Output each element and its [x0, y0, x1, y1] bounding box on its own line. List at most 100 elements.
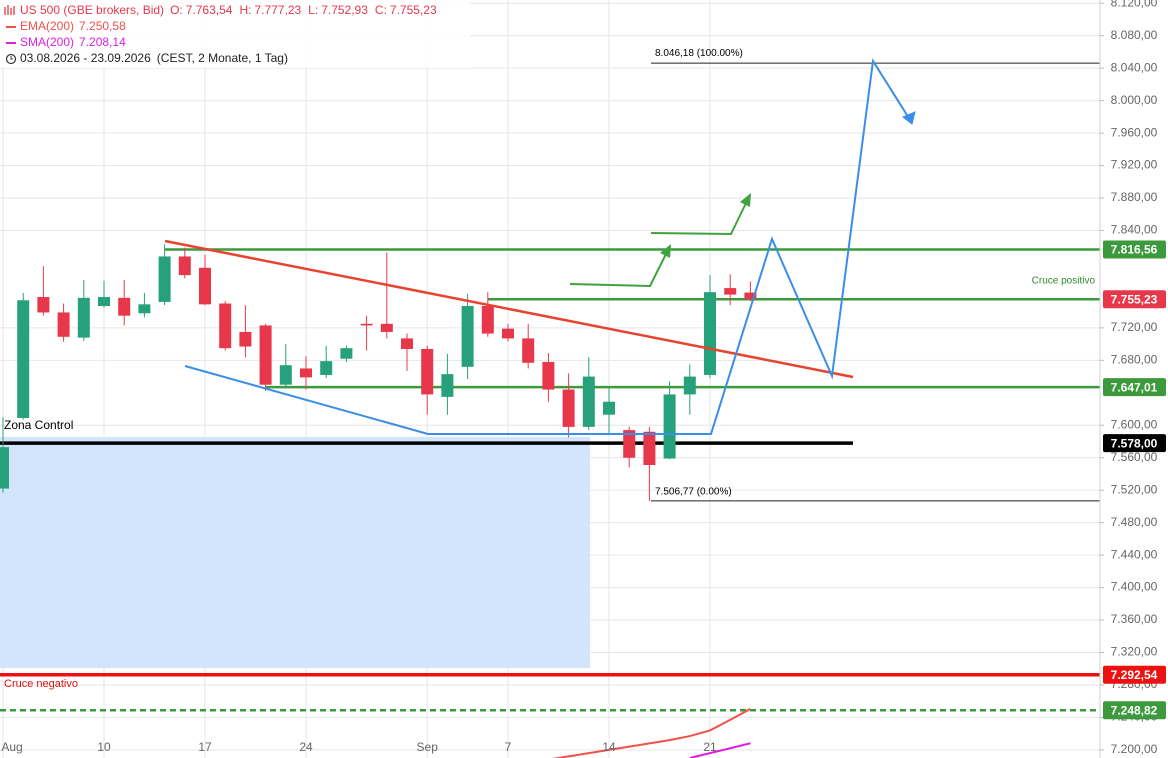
y-tick-label: 7.400,00 — [1111, 580, 1158, 594]
candle-body — [320, 361, 333, 375]
x-tick-label: Sep — [417, 740, 439, 754]
y-axis: 8.120,00 8.080,00 8.040,00 8.000,00 7.960,00… — [1100, 0, 1158, 756]
price-tag — [1103, 434, 1166, 453]
x-tick-label: 24 — [299, 740, 313, 754]
candle-body — [77, 297, 90, 338]
candle-body — [118, 297, 131, 316]
x-tick-label: Aug — [1, 740, 22, 754]
y-tick-label: 7.320,00 — [1111, 645, 1158, 659]
x-tick-label: 21 — [703, 740, 717, 754]
y-tick-label: 7.960,00 — [1111, 125, 1158, 139]
symbol-icon — [4, 5, 15, 15]
candle-body — [239, 331, 252, 347]
candle-body — [542, 361, 555, 390]
support-trendline — [184, 365, 429, 435]
y-tick-label: 8.120,00 — [1111, 0, 1158, 9]
y-tick-label: 7.840,00 — [1111, 223, 1158, 237]
legend-name: SMA(200) — [20, 35, 74, 49]
y-tick-label: 7.560,00 — [1111, 450, 1158, 464]
candle-body — [643, 431, 656, 466]
candle-body — [461, 305, 474, 367]
legend-value: 7.208,14 — [79, 35, 126, 49]
candle-body — [683, 376, 696, 395]
header: US 500 (GBE brokers, Bid) O: 7.763,54 H: 7.… — [0, 0, 470, 68]
candle-body — [380, 323, 393, 332]
price-tag — [1103, 290, 1166, 309]
symbol: US 500 (GBE brokers, Bid) — [20, 3, 164, 17]
ohlc-key: H: — [239, 3, 251, 17]
x-tick-label: 14 — [602, 740, 616, 754]
price-tag — [1103, 665, 1166, 684]
price-tag-label: 7.578,00 — [1111, 436, 1158, 450]
candle-body — [259, 325, 272, 385]
indicator-line — [552, 707, 751, 758]
price-tag-label: 7.755,23 — [1111, 292, 1158, 306]
candle-body — [582, 376, 595, 427]
price-tag — [1103, 701, 1166, 720]
x-axis: Aug 10 17 24 Sep 7 14 21 — [1, 740, 717, 754]
y-tick-label: 7.920,00 — [1111, 158, 1158, 172]
candle-body — [0, 447, 9, 489]
positive-cross-label: Cruce positivo — [1032, 276, 1096, 287]
candle-body — [724, 288, 737, 295]
y-tick-label: 7.880,00 — [1111, 190, 1158, 204]
indicators — [552, 707, 751, 758]
candle-body — [37, 297, 50, 313]
price-tag-label: 7.647,01 — [1111, 380, 1158, 394]
y-tick-label: 7.480,00 — [1111, 515, 1158, 529]
zone-label: Zona Control — [4, 418, 73, 432]
y-tick-label: 8.080,00 — [1111, 28, 1158, 42]
candle-body — [522, 338, 535, 363]
y-tick-label: 7.520,00 — [1111, 482, 1158, 496]
price-tags: 7.816,56 7.755,23 7.647,01 7.578,00 7.292,54… — [1103, 240, 1166, 720]
candle-body — [17, 300, 30, 418]
candle-body — [279, 365, 292, 385]
candle-body — [562, 389, 575, 427]
candle-body — [98, 297, 110, 306]
candle-body — [421, 348, 434, 395]
candle-body — [219, 303, 232, 349]
candles — [0, 244, 757, 501]
candle-body — [158, 256, 171, 302]
ohlc-key: O: — [170, 3, 183, 17]
green-arrow — [650, 200, 748, 236]
levels: 8.046,18 (100.00%) 7.506,77 (0.00%) — [0, 48, 1100, 712]
indicator-line — [689, 742, 751, 758]
legend-name: EMA(200) — [20, 19, 74, 33]
green-arrowhead — [740, 193, 751, 207]
zone-area — [0, 437, 590, 668]
negative-cross-label: Cruce negativo — [4, 678, 78, 690]
green-arrowhead — [660, 244, 671, 258]
range-note: (CEST, 2 Monate, 1 Tag) — [157, 51, 288, 65]
projection-path — [428, 58, 913, 435]
legend: EMA(200) 7.250,58 SMA(200) 7.208,14 — [6, 19, 126, 49]
candle-body — [481, 305, 494, 334]
price-tag-label: 7.816,56 — [1111, 243, 1158, 257]
price-tag — [1103, 240, 1166, 259]
y-tick-label: 8.000,00 — [1111, 93, 1158, 107]
ohlc-key: C: — [375, 3, 387, 17]
y-tick-label: 7.680,00 — [1111, 353, 1158, 367]
ohlc-key: L: — [308, 3, 318, 17]
green-arrow — [569, 251, 668, 288]
ohlc-value: 7.763,54 — [186, 3, 233, 17]
candle-body — [300, 368, 312, 378]
y-tick-label: 7.360,00 — [1111, 612, 1158, 626]
date-range: 03.08.2026 - 23.09.2026 — [20, 51, 151, 65]
candle-body — [441, 374, 454, 397]
price-tag-label: 7.292,54 — [1111, 668, 1158, 682]
ohlc-value: 7.752,93 — [321, 3, 368, 17]
header-bg — [0, 0, 470, 68]
candle-body — [360, 323, 373, 326]
y-tick-label: 8.040,00 — [1111, 60, 1158, 74]
candle-body — [138, 304, 151, 314]
candle-body — [340, 348, 353, 359]
x-tick-label: 7 — [505, 740, 512, 754]
y-tick-label: 7.200,00 — [1111, 742, 1158, 756]
projection-arrowhead — [902, 111, 916, 125]
price-tag-label: 7.248,82 — [1111, 703, 1158, 717]
legend-value: 7.250,58 — [79, 19, 126, 33]
resistance-trendline — [164, 239, 854, 379]
